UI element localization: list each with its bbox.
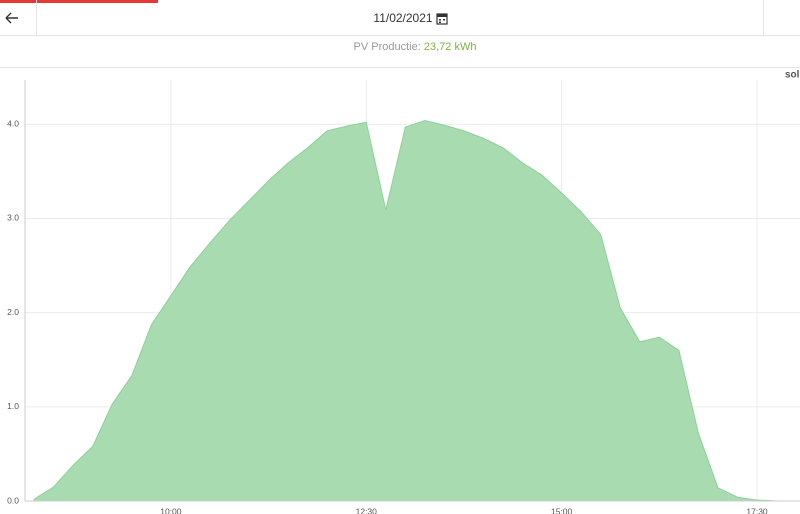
x-tick-label: 12:30	[356, 506, 378, 514]
calendar-dot[interactable]	[443, 19, 445, 21]
x-tick-label: 17:30	[746, 506, 768, 514]
y-tick-label: 1.0	[7, 401, 19, 411]
progress-bar	[0, 0, 158, 3]
chart: 0.0 1.0 2.0 3.0 4.0 10:00 12:30 15:00 17:30	[7, 80, 800, 514]
area	[33, 119, 797, 502]
calendar-dot[interactable]	[439, 19, 441, 21]
y-tick-label: 0.0	[7, 495, 19, 505]
x-tick-label: 15:00	[551, 506, 573, 514]
corner-text: sol	[785, 70, 800, 81]
back-button[interactable]	[5, 12, 18, 24]
y-tick-label: 4.0	[7, 119, 19, 129]
calendar-top[interactable]	[437, 14, 447, 17]
summary-label: PV Productie:	[354, 41, 421, 53]
summary-value: 23,72 kWh	[424, 41, 477, 53]
summary: PV Productie: 23,72 kWh	[354, 41, 477, 53]
date[interactable]: 11/02/2021	[373, 11, 432, 25]
back-arrow[interactable]	[5, 12, 18, 24]
calendar-dot[interactable]	[439, 21, 441, 24]
y-tick-label: 2.0	[7, 307, 19, 317]
y-tick-label: 3.0	[7, 213, 19, 223]
calendar-icon[interactable]	[436, 13, 448, 25]
x-tick-label: 10:00	[160, 506, 182, 514]
